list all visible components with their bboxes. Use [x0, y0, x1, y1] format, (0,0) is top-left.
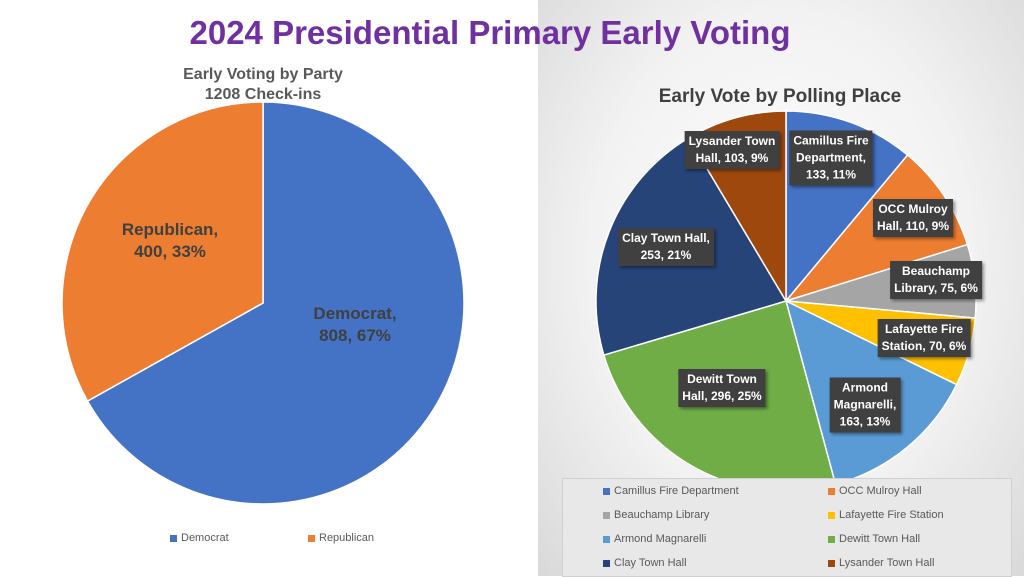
- label-camillus: Camillus Fire Department, 133, 11%: [789, 130, 873, 186]
- label-democrat: Democrat, 808, 67%: [313, 304, 397, 345]
- legend-lafayette: Lafayette Fire Station: [828, 509, 944, 521]
- label-armond: Armond Magnarelli, 163, 13%: [829, 377, 901, 433]
- legend-camillus: Camillus Fire Department: [603, 485, 739, 497]
- legend-occ-mulroy: OCC Mulroy Hall: [828, 485, 922, 497]
- page-title: 2024 Presidential Primary Early Voting: [189, 14, 791, 51]
- label-occ-mulroy: OCC Mulroy Hall, 110, 9%: [872, 199, 954, 237]
- legend-republican: Republican: [308, 532, 374, 544]
- legend-clay: Clay Town Hall: [603, 557, 687, 569]
- label-republican: Republican, 400, 33%: [121, 220, 219, 261]
- label-clay: Clay Town Hall, 253, 21%: [618, 228, 714, 266]
- party-chart-subtitle: 1208 Check-ins: [204, 86, 322, 103]
- label-dewitt: Dewitt Town Hall, 296, 25%: [678, 369, 766, 407]
- label-lafayette: Lafayette Fire Station, 70, 6%: [877, 319, 971, 357]
- label-lysander: Lysander Town Hall, 103, 9%: [684, 131, 780, 169]
- pie-slice-republican: [61, 101, 264, 403]
- legend-lysander: Lysander Town Hall: [828, 557, 934, 569]
- label-beauchamp: Beauchamp Library, 75, 6%: [890, 261, 982, 299]
- legend-dewitt: Dewitt Town Hall: [828, 533, 920, 545]
- legend-democrat: Democrat: [170, 532, 229, 544]
- pie-slice-democrat: [86, 101, 465, 505]
- party-chart-title: Early Voting by Party: [183, 66, 343, 83]
- legend-beauchamp: Beauchamp Library: [603, 509, 709, 521]
- polling-legend: Camillus Fire Department OCC Mulroy Hall…: [562, 478, 1012, 577]
- polling-chart-title: Early Vote by Polling Place: [658, 86, 902, 107]
- legend-armond: Armond Magnarelli: [603, 533, 706, 545]
